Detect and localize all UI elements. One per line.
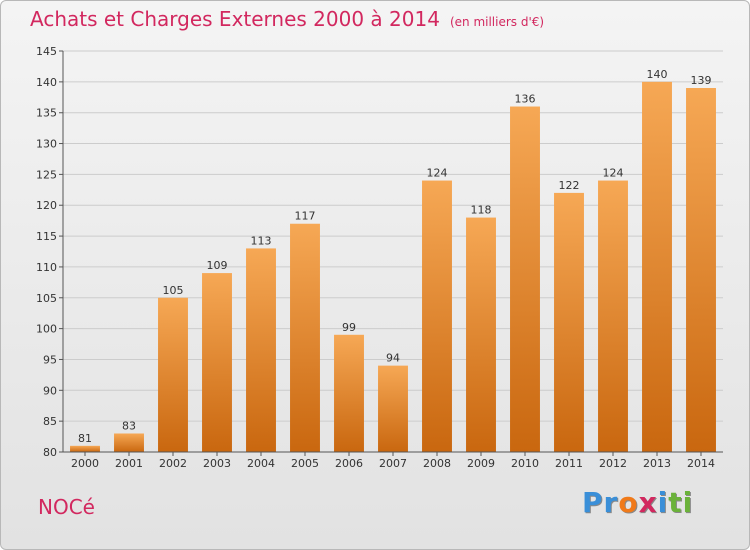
bar — [70, 445, 100, 452]
y-tick-label: 90 — [43, 384, 57, 397]
proxiti-logo: Proxiti — [582, 486, 693, 519]
x-tick-label: 2009 — [467, 457, 495, 470]
bar-value-label: 94 — [386, 352, 400, 365]
y-tick-label: 95 — [43, 353, 57, 366]
y-tick-label: 135 — [36, 107, 57, 120]
bar — [290, 223, 320, 452]
y-tick-label: 140 — [36, 76, 57, 89]
x-tick-label: 2012 — [599, 457, 627, 470]
x-tick-label: 2001 — [115, 457, 143, 470]
x-tick-label: 2010 — [511, 457, 539, 470]
logo-letter: r — [603, 486, 619, 519]
bar — [202, 273, 232, 452]
bar-value-label: 83 — [122, 419, 136, 432]
x-tick-label: 2002 — [159, 457, 187, 470]
x-tick-label: 2014 — [687, 457, 715, 470]
bar-value-label: 99 — [342, 321, 356, 334]
logo-letter: t — [668, 486, 683, 519]
chart-title-text: Achats et Charges Externes 2000 à 2014 — [30, 7, 440, 31]
y-tick-label: 145 — [36, 45, 57, 58]
x-tick-label: 2013 — [643, 457, 671, 470]
bar-value-label: 109 — [207, 259, 228, 272]
y-tick-label: 115 — [36, 230, 57, 243]
x-tick-label: 2008 — [423, 457, 451, 470]
y-tick-label: 100 — [36, 323, 57, 336]
chart-subtitle: (en milliers d'€) — [449, 15, 545, 29]
y-tick-label: 120 — [36, 199, 57, 212]
bar — [642, 81, 672, 452]
y-tick-label: 110 — [36, 261, 57, 274]
bar-value-label: 139 — [691, 74, 712, 87]
bar — [246, 248, 276, 452]
logo-letter: i — [657, 486, 669, 519]
commune-name: NOCé — [38, 495, 95, 519]
bar-value-label: 118 — [471, 204, 492, 217]
y-tick-label: 80 — [43, 446, 57, 459]
bar-value-label: 124 — [427, 167, 448, 180]
bar-value-label: 81 — [78, 432, 92, 445]
y-tick-label: 125 — [36, 168, 57, 181]
bar-value-label: 124 — [603, 167, 624, 180]
bar — [510, 106, 540, 453]
bar — [422, 180, 452, 453]
bar-value-label: 105 — [163, 284, 184, 297]
logo-letter: o — [618, 486, 639, 519]
bar-value-label: 122 — [559, 179, 580, 192]
bar — [158, 297, 188, 452]
x-tick-label: 2007 — [379, 457, 407, 470]
bar — [466, 217, 496, 452]
logo-letter: x — [638, 486, 658, 519]
y-tick-label: 105 — [36, 292, 57, 305]
logo-letter: P — [582, 486, 604, 519]
bar-value-label: 117 — [295, 210, 316, 223]
chart-title: Achats et Charges Externes 2000 à 2014 (e… — [30, 7, 544, 31]
x-tick-label: 2004 — [247, 457, 275, 470]
y-tick-label: 85 — [43, 415, 57, 428]
bar — [554, 192, 584, 452]
bar — [378, 365, 408, 452]
bar-value-label: 113 — [251, 234, 272, 247]
bar — [114, 433, 144, 452]
x-tick-label: 2006 — [335, 457, 363, 470]
bar-value-label: 140 — [647, 68, 668, 81]
logo-letter: i — [682, 486, 694, 519]
bars: 81 83 105 109 113 117 99 94 124 118 136 122 124 140 13… — [70, 68, 716, 453]
bar — [686, 88, 716, 452]
bar — [334, 334, 364, 452]
axes: 80 85 90 95 100 105 110 115 120 125 130 135 140 145 20… — [36, 45, 723, 470]
x-tick-label: 2003 — [203, 457, 231, 470]
bar-value-label: 136 — [515, 93, 536, 106]
y-tick-label: 130 — [36, 138, 57, 151]
x-tick-label: 2000 — [71, 457, 99, 470]
x-tick-label: 2011 — [555, 457, 583, 470]
bar — [598, 180, 628, 453]
x-tick-label: 2005 — [291, 457, 319, 470]
